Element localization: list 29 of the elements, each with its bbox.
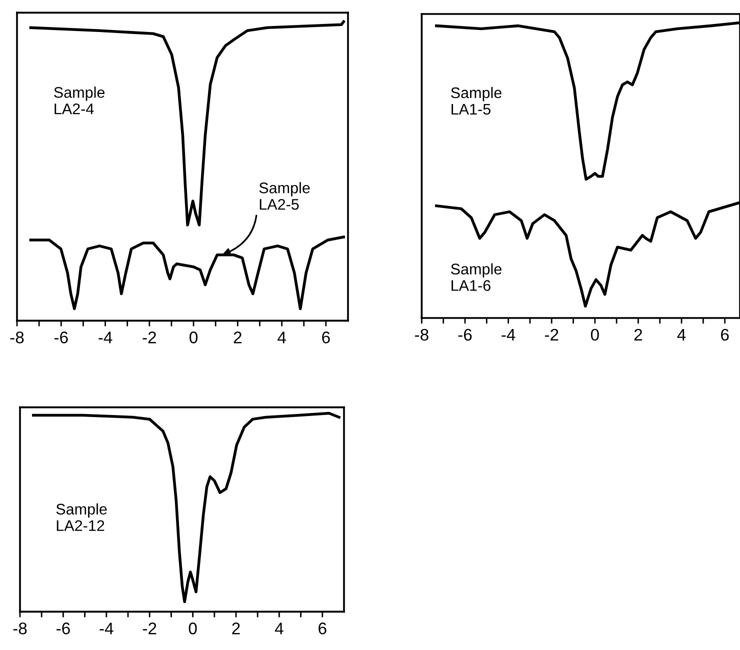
x-tick-label: -2 [142,622,156,634]
x-tick-label: 2 [234,332,242,344]
x-tick-label: 2 [232,622,240,634]
annotation: Sample LA1-6 [451,263,502,291]
annotation: Sample LA2-4 [54,86,105,114]
x-tick-label: 6 [322,332,330,344]
x-tick-label: -8 [13,622,27,634]
x-tick-label: 4 [677,329,686,340]
x-tick-label: 4 [278,332,286,344]
x-tick-label: -4 [502,329,516,340]
x-tick-label: 4 [274,622,284,634]
x-tick-label: 2 [634,328,642,340]
annotation: Sample LA1-5 [451,86,502,115]
x-tick-label: -6 [54,332,68,344]
x-tick-label: 6 [721,328,729,341]
x-tick-label: -6 [458,328,472,341]
annotation: Sample LA2-5 [259,182,310,210]
annotation: Sample LA2-12 [56,503,107,531]
x-tick-label: -4 [100,622,114,634]
x-tick-label: -8 [415,328,428,341]
x-tick-label: -2 [544,328,558,340]
x-tick-label: 0 [190,332,198,344]
x-tick-label: -8 [10,332,24,344]
x-tick-label: 0 [590,328,599,341]
x-tick-label: 6 [318,622,326,634]
x-tick-label: 0 [188,622,197,634]
x-tick-label: -4 [98,332,112,344]
x-tick-label: -6 [56,622,70,634]
x-tick-label: -2 [142,332,156,344]
